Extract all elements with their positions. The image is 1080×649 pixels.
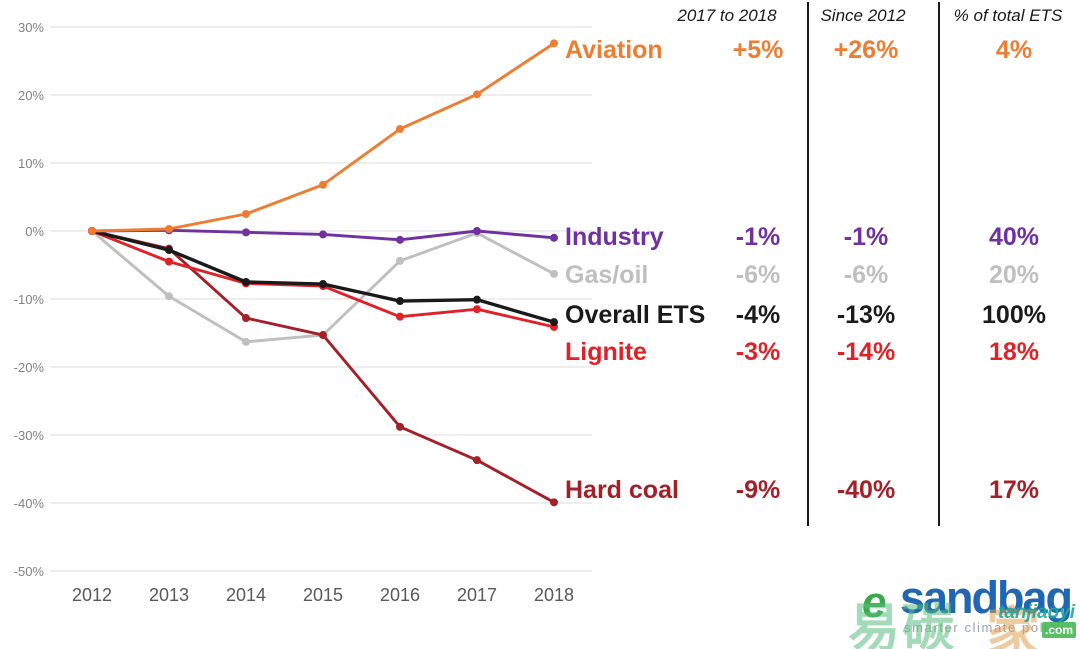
x-tick-label-2017: 2017 xyxy=(457,585,497,605)
series-industry-point-2018 xyxy=(550,233,558,242)
table-row-aviation: Aviation +5% +26% 4% xyxy=(0,32,1080,68)
series-hard-coal-point-2018 xyxy=(550,498,558,507)
series-label-overall-ets: Overall ETS xyxy=(565,301,706,329)
overall-ets-change-2017-2018: -4% xyxy=(735,301,781,329)
industry-change-since-2012: -1% xyxy=(843,223,889,251)
series-aviation-point-2016 xyxy=(396,125,404,133)
series-label-aviation: Aviation xyxy=(565,36,663,64)
series-label-hard-coal: Hard coal xyxy=(565,476,679,504)
series-hard-coal-point-2016 xyxy=(396,422,404,431)
table-row-gas-oil: Gas/oil -6% -6% 20% xyxy=(0,257,1080,293)
hard-coal-change-since-2012: -40% xyxy=(836,476,896,504)
series-industry-point-2015 xyxy=(319,230,327,239)
series-industry-point-2014 xyxy=(242,228,250,237)
y-tick-label-0: 0% xyxy=(25,224,44,239)
watermark-chinese-character-2: 家 xyxy=(986,603,1040,649)
overall-ets-share-of-ets: 100% xyxy=(982,301,1046,329)
series-overall-ets-point-2015 xyxy=(319,280,327,289)
series-lignite-point-2013 xyxy=(165,257,173,266)
gas-oil-change-2017-2018: -6% xyxy=(735,261,781,289)
lignite-change-since-2012: -14% xyxy=(836,338,896,366)
series-aviation-point-2015 xyxy=(319,180,327,189)
gas-oil-share-of-ets: 20% xyxy=(988,261,1040,289)
x-tick-label-2016: 2016 xyxy=(380,585,420,605)
table-column-divider-1 xyxy=(807,2,809,526)
y-tick-label-30: 30% xyxy=(18,20,44,35)
y-tick-label--50: -50% xyxy=(14,564,45,579)
series-industry-point-2017 xyxy=(473,227,481,235)
table-column-divider-2 xyxy=(938,2,940,526)
series-lignite-point-2016 xyxy=(396,312,404,321)
lignite-share-of-ets: 18% xyxy=(988,338,1040,366)
x-tick-label-2018: 2018 xyxy=(534,585,574,605)
x-tick-label-2014: 2014 xyxy=(226,585,266,605)
series-overall-ets-point-2016 xyxy=(396,297,404,306)
series-gas-oil-point-2018 xyxy=(550,269,558,278)
series-gas-oil-point-2016 xyxy=(396,256,404,265)
series-overall-ets-point-2017 xyxy=(473,295,481,304)
table-row-hard-coal: Hard coal -9% -40% 17% xyxy=(0,472,1080,508)
y-tick-label--40: -40% xyxy=(14,496,45,511)
industry-share-of-ets: 40% xyxy=(988,223,1040,251)
sandbag-tagline: smarter climate policy xyxy=(904,620,1065,635)
series-label-industry: Industry xyxy=(565,223,664,251)
series-gas-oil-point-2013 xyxy=(165,292,173,301)
sandbag-logo-block: sandbag e smarter climate policy 易碳 家 ta… xyxy=(848,572,1080,649)
lignite-change-2017-2018: -3% xyxy=(735,338,781,366)
series-gas-oil-point-2014 xyxy=(242,337,250,346)
gas-oil-change-since-2012: -6% xyxy=(843,261,889,289)
y-tick-label--10: -10% xyxy=(14,292,45,307)
y-tick-label-20: 20% xyxy=(18,88,44,103)
y-tick-label--20: -20% xyxy=(14,360,45,375)
x-tick-label-2015: 2015 xyxy=(303,585,343,605)
hard-coal-share-of-ets: 17% xyxy=(988,476,1040,504)
series-overall-ets-point-2018 xyxy=(550,318,558,327)
series-hard-coal-point-2017 xyxy=(473,456,481,465)
sandbag-logo: sandbag xyxy=(900,572,1073,623)
series-aviation-line xyxy=(90,41,556,233)
series-aviation-point-2018 xyxy=(550,39,558,48)
series-hard-coal-point-2014 xyxy=(242,314,250,323)
series-overall-ets-point-2013 xyxy=(165,246,173,255)
y-tick-label-10: 10% xyxy=(18,156,44,171)
series-hard-coal-point-2015 xyxy=(319,331,327,340)
series-lignite-point-2017 xyxy=(473,305,481,314)
column-header-2017-to-2018: 2017 to 2018 xyxy=(677,6,777,25)
x-tick-label-2013: 2013 xyxy=(149,585,189,605)
watermark-tanjiaoyi-text: tanjiaoyi xyxy=(998,602,1076,623)
column-header-since-2012: Since 2012 xyxy=(820,6,906,25)
series-aviation-point-2017 xyxy=(473,90,481,99)
aviation-share-of-ets: 4% xyxy=(995,36,1033,64)
series-overall-ets-point-2014 xyxy=(242,278,250,286)
y-tick-label--30: -30% xyxy=(14,428,45,443)
sandbag-logo-e-icon: e xyxy=(862,578,887,627)
table-row-lignite: Lignite -3% -14% 18% xyxy=(0,334,1080,370)
series-aviation-point-2014 xyxy=(242,210,250,218)
series-label-gas-oil: Gas/oil xyxy=(565,261,649,289)
aviation-change-2017-2018: +5% xyxy=(732,36,784,64)
x-tick-label-2012: 2012 xyxy=(72,585,112,605)
series-aviation-point-2013 xyxy=(165,224,173,233)
overall-ets-change-since-2012: -13% xyxy=(836,301,896,329)
series-label-lignite: Lignite xyxy=(565,338,647,366)
table-row-overall-ets: Overall ETS -4% -13% 100% xyxy=(0,297,1080,333)
industry-change-2017-2018: -1% xyxy=(735,223,781,251)
series-aviation-point-2012 xyxy=(88,227,96,235)
watermark-chinese-characters: 易碳 xyxy=(848,600,957,649)
table-row-industry: Industry -1% -1% 40% xyxy=(0,219,1080,255)
aviation-change-since-2012: +26% xyxy=(833,36,899,64)
hard-coal-change-2017-2018: -9% xyxy=(735,476,781,504)
series-industry-point-2016 xyxy=(396,235,404,244)
column-header-share-of-ets: % of total ETS xyxy=(953,6,1063,25)
watermark-dot-com-badge: .com xyxy=(1042,622,1077,638)
